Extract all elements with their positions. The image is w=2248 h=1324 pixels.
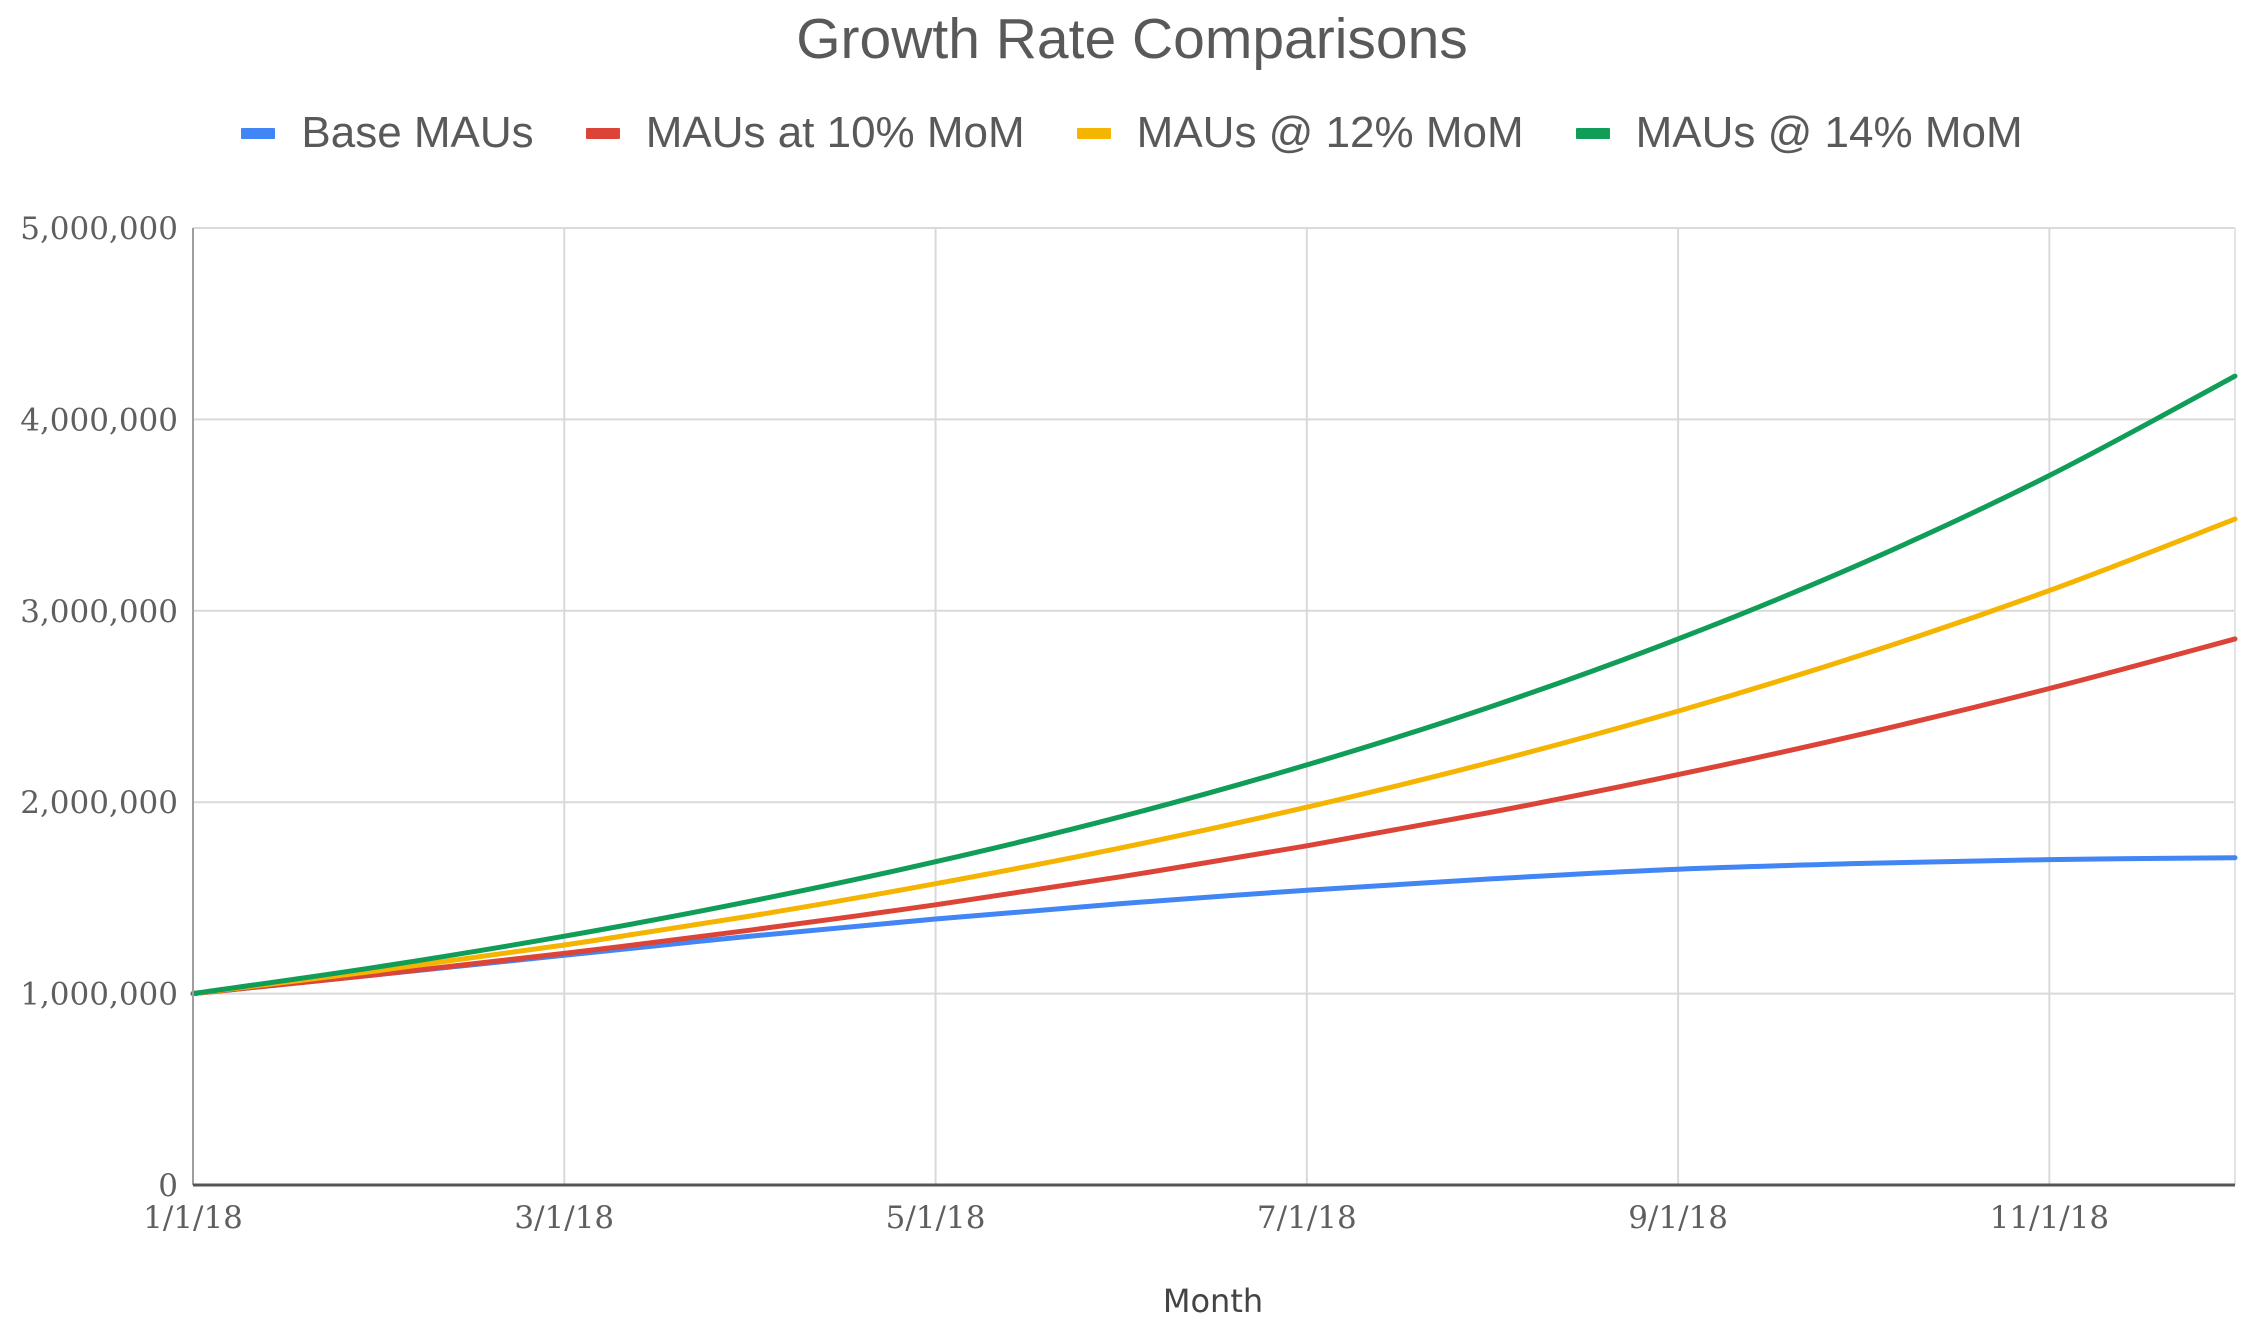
x-tick-label: 1/1/18 — [143, 1200, 243, 1236]
legend: Base MAUs MAUs at 10% MoM MAUs @ 12% MoM MA… — [0, 108, 2248, 158]
x-axis-title: Month — [1163, 1282, 1263, 1320]
series-line-2 — [190, 636, 2238, 997]
legend-label: MAUs @ 12% MoM — [1136, 108, 1524, 157]
x-tick-label: 11/1/18 — [1990, 1200, 2110, 1236]
y-tick-label: 0 — [158, 1168, 178, 1204]
y-tick-label: 5,000,000 — [20, 211, 178, 247]
legend-label: MAUs at 10% MoM — [645, 108, 1025, 157]
y-tick-label: 2,000,000 — [20, 785, 178, 821]
x-tick-label: 9/1/18 — [1628, 1200, 1728, 1236]
legend-swatch — [241, 127, 276, 139]
legend-item: MAUs at 10% MoM — [585, 108, 1025, 158]
y-tick-label: 4,000,000 — [20, 402, 178, 438]
series-line-3 — [190, 516, 2238, 997]
tick-labels: 0 1,000,000 2,000,000 3,000,000 4,000,000 5,0… — [20, 211, 2109, 1236]
y-tick-label: 3,000,000 — [20, 594, 178, 630]
legend-item: MAUs @ 14% MoM — [1575, 108, 2023, 158]
legend-swatch — [585, 127, 620, 139]
legend-swatch — [1575, 127, 1610, 139]
legend-label: MAUs @ 14% MoM — [1635, 108, 2023, 157]
axes — [192, 228, 2235, 1187]
x-tick-label: 7/1/18 — [1257, 1200, 1357, 1236]
x-tick-label: 3/1/18 — [514, 1200, 614, 1236]
legend-label: Base MAUs — [301, 108, 534, 157]
gridlines — [192, 227, 2236, 1185]
series-line-1 — [190, 855, 2238, 997]
y-tick-label: 1,000,000 — [20, 977, 178, 1013]
x-tick-label: 5/1/18 — [886, 1200, 986, 1236]
series-line-4 — [190, 373, 2238, 997]
legend-swatch — [1076, 127, 1111, 139]
legend-item: Base MAUs — [241, 108, 534, 158]
series-lines — [190, 373, 2238, 997]
legend-item: MAUs @ 12% MoM — [1076, 108, 1524, 158]
chart-title: Growth Rate Comparisons — [796, 7, 1468, 71]
